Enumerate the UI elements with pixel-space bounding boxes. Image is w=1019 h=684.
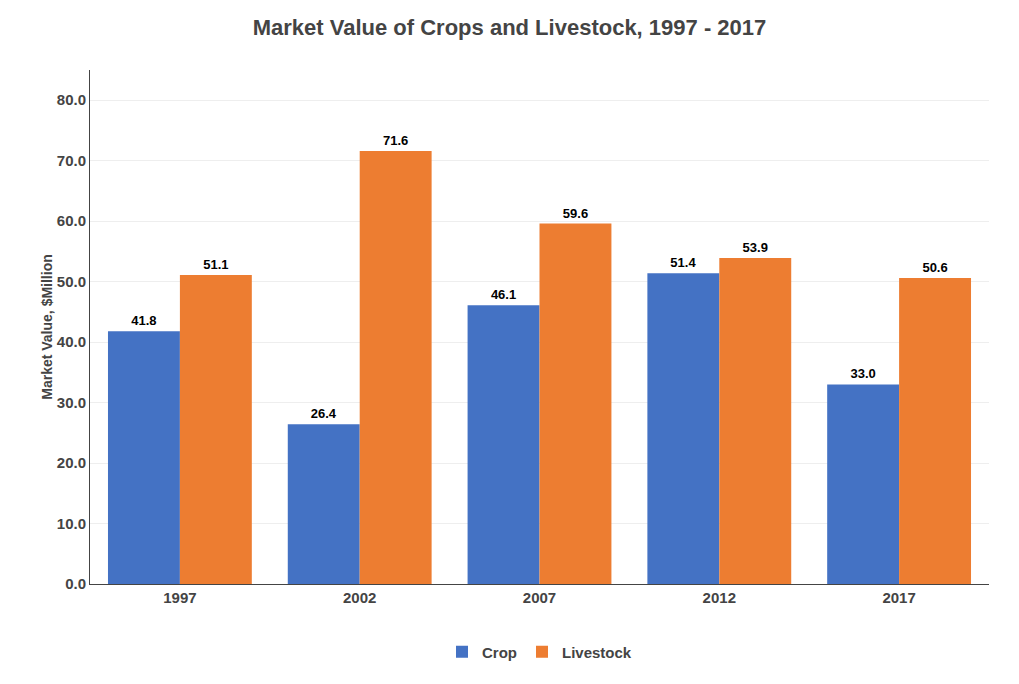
svg-text:Livestock: Livestock	[562, 644, 632, 661]
svg-text:46.1: 46.1	[491, 287, 516, 302]
svg-text:26.4: 26.4	[311, 406, 337, 421]
svg-text:59.6: 59.6	[563, 206, 588, 221]
svg-text:41.8: 41.8	[131, 313, 156, 328]
svg-text:71.6: 71.6	[383, 133, 408, 148]
svg-text:0.0: 0.0	[65, 575, 86, 592]
svg-text:20.0: 20.0	[57, 454, 86, 471]
svg-text:2007: 2007	[523, 589, 556, 606]
svg-text:80.0: 80.0	[57, 91, 86, 108]
svg-text:2017: 2017	[882, 589, 915, 606]
svg-text:10.0: 10.0	[57, 515, 86, 532]
svg-text:50.0: 50.0	[57, 273, 86, 290]
svg-text:Market Value of Crops and Live: Market Value of Crops and Livestock, 199…	[253, 15, 767, 40]
svg-text:33.0: 33.0	[850, 366, 875, 381]
svg-text:2012: 2012	[703, 589, 736, 606]
svg-text:40.0: 40.0	[57, 333, 86, 350]
svg-text:51.1: 51.1	[203, 257, 228, 272]
svg-text:30.0: 30.0	[57, 394, 86, 411]
svg-text:Crop: Crop	[482, 644, 517, 661]
svg-text:Market Value, $Million: Market Value, $Million	[39, 254, 55, 400]
svg-text:70.0: 70.0	[57, 152, 86, 169]
svg-text:2002: 2002	[343, 589, 376, 606]
svg-text:1997: 1997	[163, 589, 196, 606]
svg-text:50.6: 50.6	[922, 260, 947, 275]
svg-text:53.9: 53.9	[743, 240, 768, 255]
svg-text:60.0: 60.0	[57, 212, 86, 229]
svg-text:51.4: 51.4	[670, 255, 696, 270]
